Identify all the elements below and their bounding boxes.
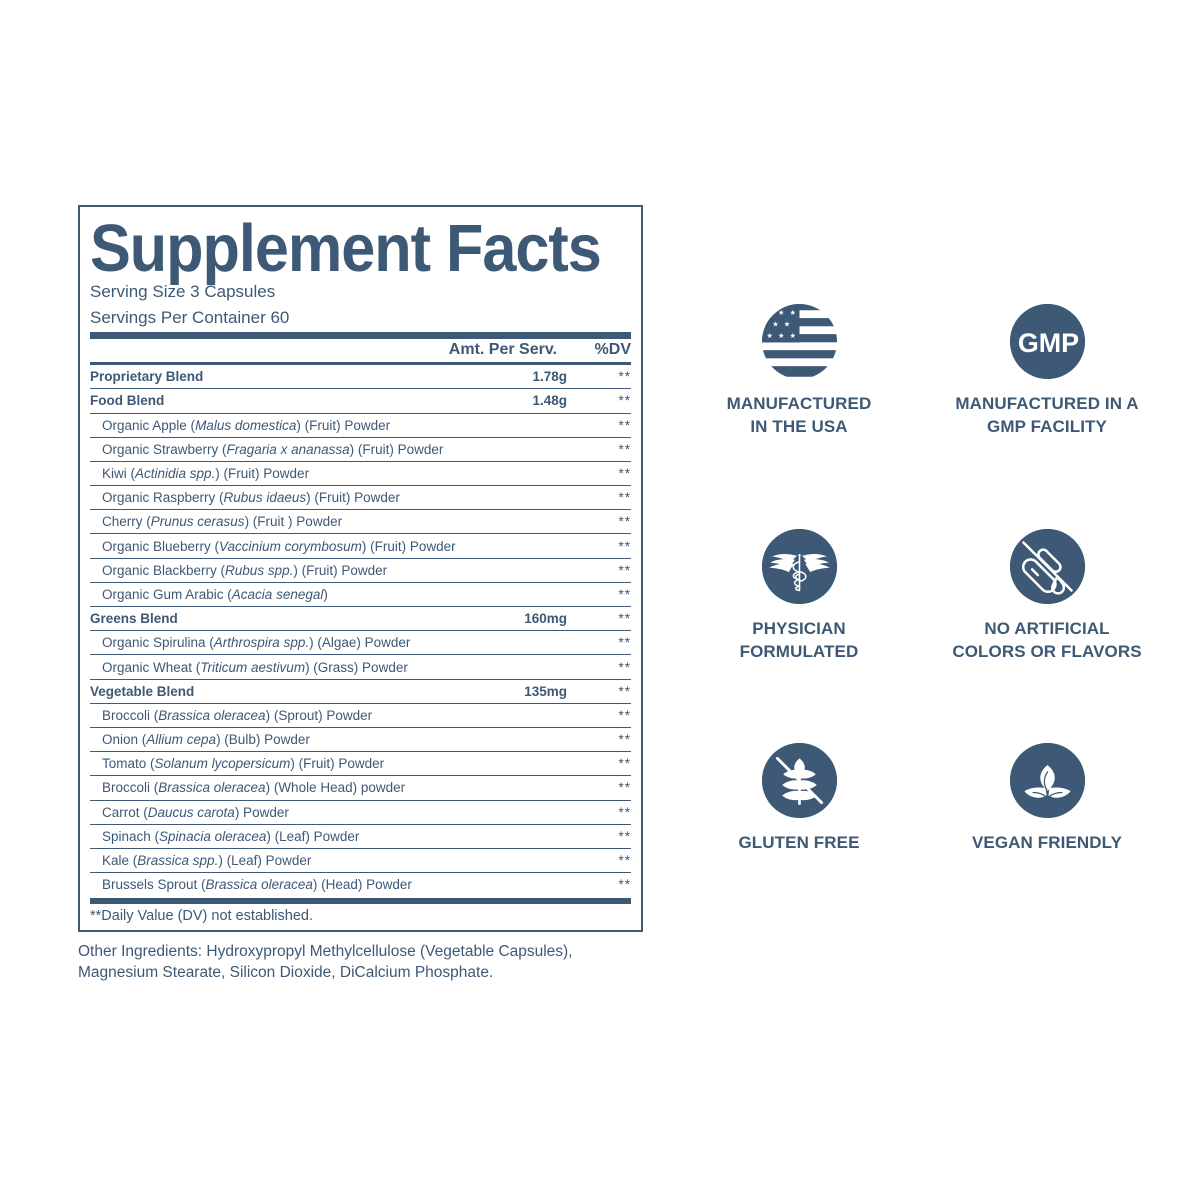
svg-text:GMP: GMP (1017, 328, 1078, 358)
